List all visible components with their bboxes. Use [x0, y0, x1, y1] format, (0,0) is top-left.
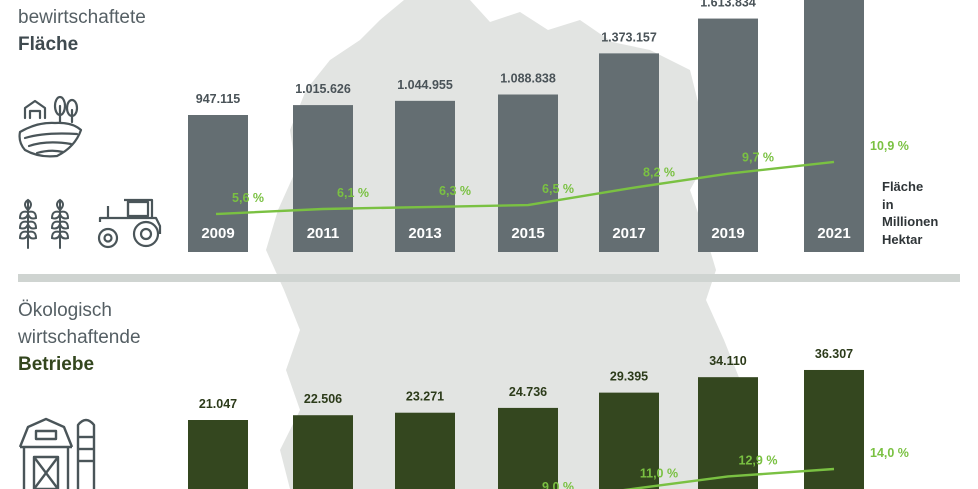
share-label: 11,0 %	[640, 466, 678, 480]
bar	[599, 392, 659, 489]
section-divider	[18, 274, 960, 282]
bar	[293, 105, 353, 252]
share-unit-label: Fläche in Millionen Hektar	[882, 178, 938, 248]
share-label: 8,2 %	[643, 165, 675, 179]
share-label: 6,1 %	[337, 186, 369, 200]
bar-value-label: 34.110	[709, 354, 747, 368]
bar	[804, 0, 864, 252]
farm-landscape-icon	[18, 95, 83, 158]
bar-value-label: 23.271	[406, 390, 444, 404]
bar	[698, 377, 758, 489]
barn-silo-icon	[18, 417, 96, 489]
bar-value-label: 22.506	[304, 392, 342, 406]
share-label: 5,6 %	[232, 191, 264, 205]
year-label: 2019	[711, 225, 744, 242]
bar	[188, 420, 248, 489]
year-label: 2011	[307, 225, 340, 242]
bar	[599, 53, 659, 252]
bar-value-label: 1.088.838	[500, 71, 556, 85]
upper-section-title: bewirtschaftete Fläche	[18, 4, 146, 58]
lower-title-line-1: Ökologisch	[18, 300, 112, 321]
wheat-icon	[18, 198, 70, 249]
lower-section-title: Ökologisch wirtschaftende Betriebe	[18, 297, 141, 378]
bar-value-label: 1.044.955	[397, 78, 453, 92]
bar-value-label: 1.015.626	[295, 82, 351, 96]
year-label: 2015	[511, 225, 544, 242]
share-label: 10,9 %	[870, 139, 909, 153]
bar	[293, 415, 353, 489]
share-label: 9,0 %	[542, 480, 574, 489]
share-line	[622, 467, 835, 489]
bar	[395, 412, 455, 489]
year-label: 2021	[817, 225, 850, 242]
bar	[698, 18, 758, 252]
unit-line-1: Fläche	[882, 179, 924, 194]
share-label: 6,3 %	[439, 184, 471, 198]
bar-value-label: 29.395	[610, 370, 648, 384]
year-label: 2013	[408, 225, 441, 242]
lower-title-line-2: wirtschaftende	[18, 327, 141, 348]
unit-line-4: Hektar	[882, 231, 923, 247]
share-label: 12,9 %	[739, 453, 778, 467]
share-label: 6,5 %	[542, 182, 574, 196]
unit-line-2: in	[882, 196, 894, 212]
share-label: 9,7 %	[742, 151, 774, 165]
bar	[498, 94, 558, 253]
bar-value-label: 1.373.157	[601, 30, 657, 44]
year-label: 2009	[201, 225, 234, 242]
bar-value-label: 947.115	[196, 92, 241, 106]
bar	[188, 115, 248, 252]
bar-value-label: 1.613.834	[700, 0, 756, 10]
lower-title-bold: Betriebe	[18, 354, 95, 375]
unit-line-3: Millionen	[882, 214, 939, 229]
tractor-icon	[97, 198, 162, 249]
upper-title-line: bewirtschaftete	[18, 7, 146, 28]
upper-title-bold: Fläche	[18, 34, 79, 55]
year-label: 2017	[612, 225, 645, 242]
bar-value-label: 21.047	[199, 397, 237, 411]
share-label: 14,0 %	[870, 446, 909, 460]
bar	[498, 407, 558, 489]
share-line	[216, 160, 835, 216]
bar-value-label: 36.307	[815, 347, 853, 361]
bar-value-label: 24.736	[509, 385, 547, 399]
bar	[395, 100, 455, 252]
